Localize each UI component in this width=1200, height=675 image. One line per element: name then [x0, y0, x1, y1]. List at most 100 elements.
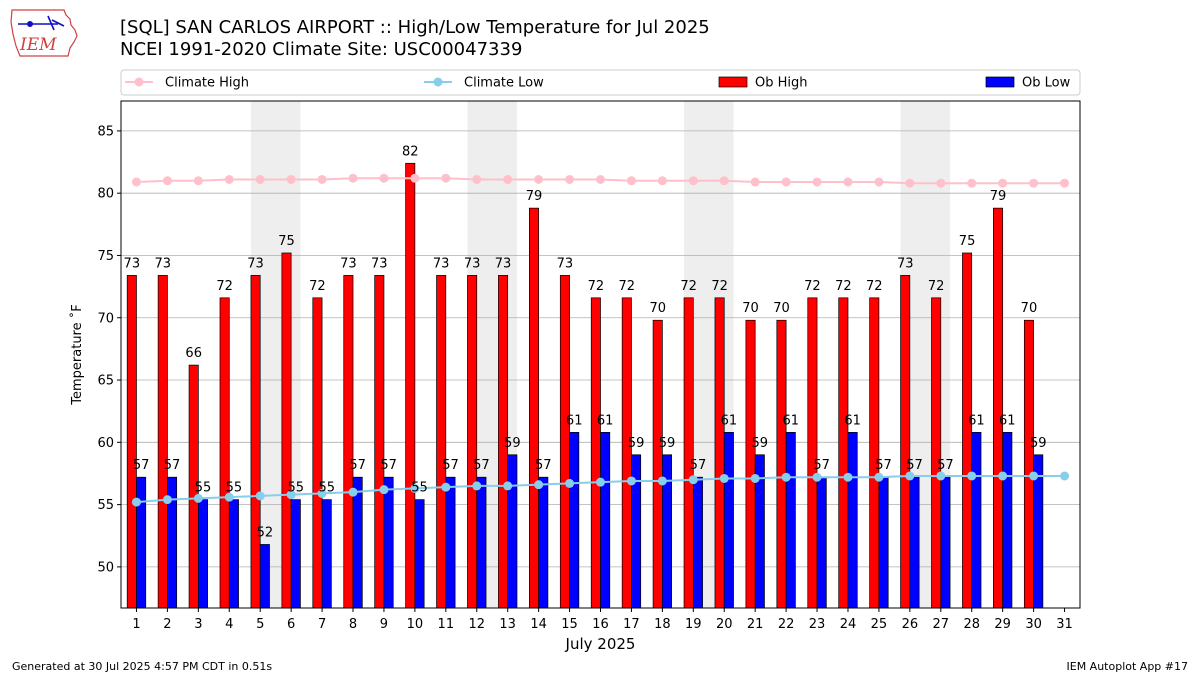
ob-low-label: 61: [999, 413, 1016, 428]
climate-high-point: [1060, 178, 1070, 188]
ob-low-bar: [847, 432, 858, 609]
x-tick-label: 7: [318, 617, 326, 632]
climate-high-point: [688, 176, 698, 186]
climate-low-point: [967, 471, 977, 481]
legend-frame: [120, 69, 1081, 96]
climate-high-point: [472, 174, 482, 184]
x-tick-label: 16: [592, 617, 609, 632]
legend-ob-high-text: Ob High: [755, 76, 808, 91]
x-tick-label: 27: [933, 617, 950, 632]
x-tick-label: 3: [194, 617, 202, 632]
climate-low-point: [162, 495, 172, 505]
ob-low-bar: [600, 432, 611, 609]
ob-high-label: 73: [371, 256, 388, 271]
climate-high-point: [224, 174, 234, 184]
climate-high-point: [657, 176, 667, 186]
ob-low-bar: [538, 476, 549, 609]
x-tick-label: 15: [561, 617, 578, 632]
ob-low-bar: [290, 499, 301, 609]
ob-high-bar: [590, 297, 601, 609]
climate-high-point: [874, 177, 884, 187]
climate-high-point: [193, 176, 203, 186]
climate-low-point: [410, 483, 420, 493]
climate-high-point: [348, 173, 358, 183]
ob-high-bar: [900, 275, 911, 609]
x-tick-label: 10: [407, 617, 424, 632]
climate-low-point: [905, 471, 915, 481]
legend-climate-low-swatch-marker: [433, 77, 443, 87]
ob-high-label: 72: [588, 279, 605, 294]
ob-low-bar: [445, 476, 456, 609]
climate-low-point: [565, 478, 575, 488]
ob-high-label: 72: [866, 279, 883, 294]
legend-ob-high-swatch: [718, 76, 748, 88]
ob-high-label: 73: [897, 256, 914, 271]
climate-low-point: [874, 472, 884, 482]
x-tick-label: 29: [994, 617, 1011, 632]
ob-low-label: 59: [659, 436, 676, 451]
climate-low-point: [843, 472, 853, 482]
ob-high-label: 73: [464, 256, 481, 271]
ob-low-label: 57: [164, 458, 181, 473]
chart-title-line1: [SQL] SAN CARLOS AIRPORT :: High/Low Tem…: [120, 17, 710, 38]
climate-low-point: [131, 497, 141, 507]
ob-high-bar: [931, 297, 942, 609]
x-tick-label: 14: [530, 617, 547, 632]
x-tick-label: 17: [623, 617, 640, 632]
x-tick-label: 23: [809, 617, 826, 632]
x-axis-label: July 2025: [565, 635, 636, 653]
ob-high-label: 70: [1021, 301, 1038, 316]
climate-high-point: [565, 174, 575, 184]
ob-low-bar: [197, 499, 208, 609]
legend-climate-high-swatch-marker: [134, 77, 144, 87]
climate-high-point: [441, 173, 451, 183]
ob-low-label: 59: [1030, 436, 1047, 451]
ob-low-label: 55: [411, 481, 428, 496]
ob-low-label: 55: [226, 481, 243, 496]
climate-high-point: [596, 174, 605, 184]
ob-low-label: 59: [752, 436, 769, 451]
ob-low-label: 57: [133, 458, 150, 473]
ob-low-label: 57: [442, 458, 459, 473]
climate-low-point: [379, 485, 389, 495]
ob-low-bar: [476, 476, 487, 609]
ob-low-bar: [816, 476, 827, 609]
climate-high-point: [503, 174, 513, 184]
ob-high-label: 73: [340, 256, 357, 271]
ob-low-bar: [136, 476, 147, 609]
ob-low-label: 57: [690, 458, 707, 473]
ob-high-label: 73: [247, 256, 264, 271]
ob-high-bar: [405, 162, 416, 609]
climate-low-point: [255, 491, 265, 501]
climate-high-point: [286, 174, 296, 184]
ob-high-bar: [1023, 319, 1034, 609]
climate-high-point: [781, 177, 791, 187]
ob-high-bar: [343, 275, 354, 609]
x-tick-label: 20: [716, 617, 733, 632]
y-tick-label: 75: [97, 249, 114, 264]
ob-low-label: 61: [782, 413, 799, 428]
generated-footer: Generated at 30 Jul 2025 4:57 PM CDT in …: [12, 660, 273, 673]
ob-low-label: 57: [875, 458, 892, 473]
ob-high-label: 70: [773, 301, 790, 316]
legend-climate-high-text: Climate High: [165, 76, 249, 91]
x-tick-label: 25: [871, 617, 888, 632]
ob-low-label: 61: [566, 413, 583, 428]
ob-high-bar: [528, 207, 539, 609]
climate-low-point: [503, 481, 513, 491]
climate-high-point: [998, 178, 1008, 188]
climate-high-point: [905, 178, 915, 188]
ob-high-bar: [838, 297, 849, 609]
climate-low-point: [1029, 471, 1039, 481]
x-tick-label: 2: [163, 617, 171, 632]
ob-high-label: 72: [680, 279, 697, 294]
ob-high-label: 73: [154, 256, 171, 271]
climate-high-point: [1029, 178, 1039, 188]
climate-high-point: [843, 177, 853, 187]
ob-low-bar: [723, 432, 734, 609]
climate-low-point: [224, 492, 234, 502]
climate-high-point: [534, 174, 544, 184]
x-tick-label: 9: [380, 617, 388, 632]
legend-climate-low-text: Climate Low: [464, 76, 544, 91]
